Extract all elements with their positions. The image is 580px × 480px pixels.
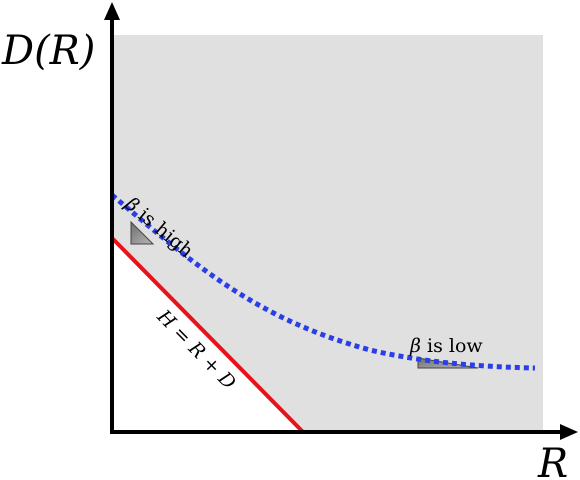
bound-line <box>110 236 305 434</box>
feasible-region <box>112 35 543 432</box>
slope-marker-high <box>130 220 155 245</box>
x-axis-title: R <box>537 441 568 480</box>
low-label-text: is low <box>421 335 483 357</box>
y-axis-title: D(R) <box>1 28 95 74</box>
beta-symbol-low: β <box>409 335 421 357</box>
rate-distortion-curve <box>110 193 536 371</box>
beta-low-label: β is low <box>409 335 483 357</box>
x-axis-arrowhead <box>560 424 578 440</box>
y-axis-arrowhead <box>104 2 120 20</box>
